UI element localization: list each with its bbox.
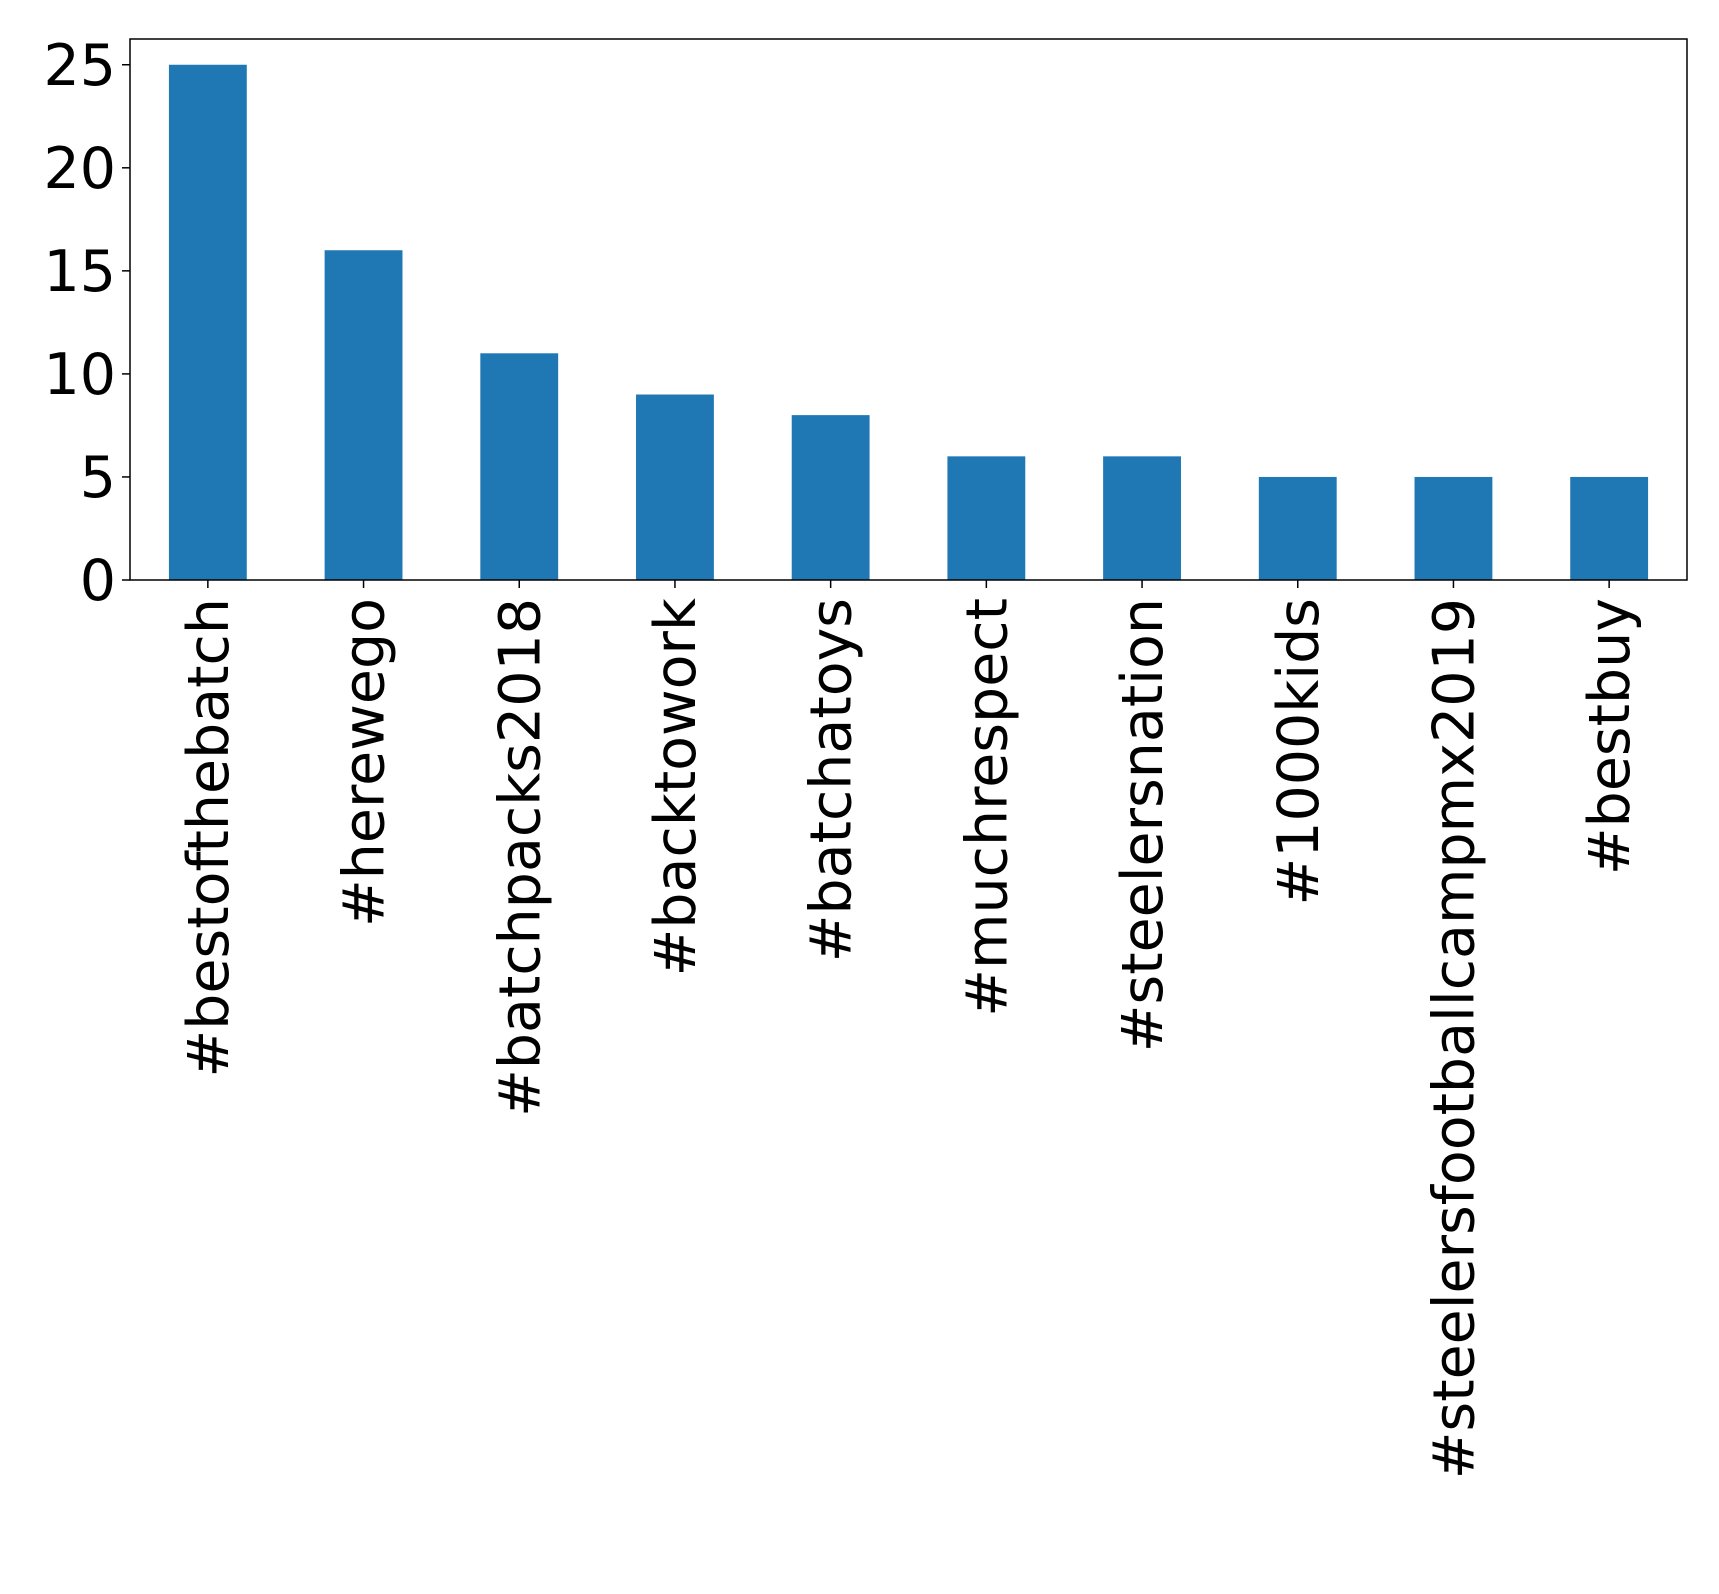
bar-muchrespect [947, 456, 1026, 580]
bars-group [168, 64, 1649, 580]
x-tick-label: #batchpacks2018 [487, 598, 553, 1117]
x-tick-label: #bestbuy [1577, 598, 1643, 875]
bar-bestofthebatch [168, 64, 247, 580]
x-tick-label: #herewego [332, 598, 398, 927]
x-tick-label: #bestofthebatch [176, 598, 242, 1077]
bar-bestbuy [1570, 476, 1649, 580]
bar-1000kids [1258, 476, 1337, 580]
x-tick-label: #backtowork [643, 598, 709, 976]
bar-steelersfootballcampmx2019 [1414, 476, 1493, 580]
bar-batchatoys [791, 415, 870, 580]
x-tick-label: #batchatoys [799, 598, 865, 962]
y-tick-label: 15 [43, 239, 116, 305]
bar-steelersnation [1103, 456, 1181, 580]
y-tick-label: 20 [43, 136, 116, 202]
y-tick-label: 5 [80, 445, 116, 511]
y-tick-label: 25 [43, 33, 116, 99]
x-axis: #bestofthebatch #herewego #batchpacks2018 #… [176, 580, 1643, 1479]
plot-frame [129, 38, 1688, 581]
x-tick-label: #steelersfootballcampmx2019 [1421, 598, 1487, 1479]
bar-backtowork [636, 394, 714, 580]
y-tick-label: 0 [80, 548, 116, 614]
bar-batchpacks2018 [480, 353, 559, 580]
y-tick-label: 10 [43, 342, 116, 408]
x-tick-label: #steelersnation [1110, 598, 1176, 1052]
bar-herewego [324, 250, 403, 580]
x-tick-label: #1000kids [1266, 598, 1332, 906]
x-tick-label: #muchrespect [954, 598, 1020, 1017]
y-axis: 0 5 10 15 20 25 [43, 33, 130, 614]
